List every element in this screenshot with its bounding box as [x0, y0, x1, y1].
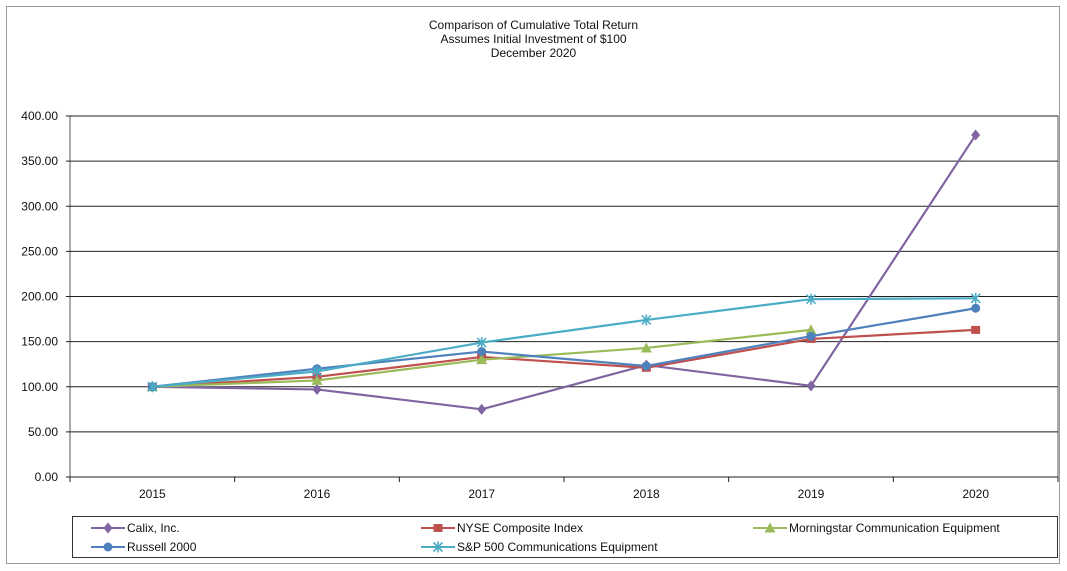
data-point	[147, 381, 158, 393]
legend-label: Calix, Inc.	[127, 521, 180, 535]
series-line	[152, 297, 976, 388]
x-tick-label: 2018	[633, 487, 660, 501]
data-point	[477, 403, 487, 415]
y-tick-label: 100.00	[21, 380, 58, 394]
data-point	[432, 541, 444, 553]
legend-label: S&P 500 Communications Equipment	[457, 540, 658, 554]
series-line	[152, 307, 976, 388]
legend-swatch	[91, 522, 125, 534]
line-chart: 0.00 50.00 100.00 150.00 200.00 250.00 300.00 3…	[21, 109, 1059, 501]
x-tick-label: 2015	[139, 487, 166, 501]
legend-swatch	[421, 541, 455, 553]
legend-swatch	[753, 522, 787, 533]
chart-frame	[6, 6, 1060, 564]
data-point	[805, 293, 817, 305]
y-tick-label: 300.00	[21, 199, 58, 213]
legend-item: Morningstar Communication Equipment	[753, 521, 1000, 535]
data-point	[477, 347, 487, 357]
y-tick-label: 150.00	[21, 335, 58, 349]
y-tick-label: 200.00	[21, 290, 58, 304]
data-point	[971, 325, 981, 334]
series-calix-inc	[147, 129, 981, 415]
y-tick-label: 400.00	[21, 109, 58, 123]
legend-label: Russell 2000	[127, 540, 197, 554]
legend: Calix, Inc. NYSE Composite Index Morningst…	[72, 516, 1058, 558]
data-point	[641, 361, 651, 371]
series-morningstar-communication-equipment	[146, 324, 817, 392]
x-tick-label: 2020	[962, 487, 989, 501]
data-point	[971, 129, 981, 141]
data-point	[640, 342, 652, 353]
data-point	[806, 380, 816, 392]
legend-item: S&P 500 Communications Equipment	[421, 540, 658, 554]
chart-subtitle-line: Assumes Initial Investment of $100	[440, 32, 627, 46]
series-layer	[146, 129, 981, 415]
data-point	[971, 303, 981, 313]
chart-title: Comparison of Cumulative Total Return As…	[0, 18, 1067, 60]
data-point	[641, 314, 652, 326]
y-tick-label: 50.00	[28, 425, 58, 439]
data-point	[311, 374, 323, 385]
series-line	[152, 328, 976, 388]
legend-swatch	[91, 542, 125, 552]
x-tick-label: 2016	[304, 487, 331, 501]
legend-swatch	[421, 524, 455, 532]
legend-item: Calix, Inc.	[91, 521, 180, 535]
data-point	[433, 524, 443, 532]
data-point	[476, 337, 487, 349]
data-point	[476, 354, 488, 365]
chart-title-line: Comparison of Cumulative Total Return	[428, 18, 639, 32]
legend-label: NYSE Composite Index	[457, 521, 584, 535]
grid-layer	[69, 115, 1059, 478]
legend-item: Russell 2000	[91, 540, 196, 554]
data-point	[103, 542, 113, 552]
data-point	[805, 324, 817, 335]
x-tick-label: 2019	[798, 487, 825, 501]
legend-item: NYSE Composite Index	[421, 521, 583, 535]
legend-label: Morningstar Communication Equipment	[789, 521, 1000, 535]
data-point	[806, 331, 816, 341]
axis-layer: 0.00 50.00 100.00 150.00 200.00 250.00 300.00 3…	[21, 109, 1059, 501]
data-point	[311, 365, 323, 377]
series-line	[152, 134, 977, 411]
series-s-p-500-communications-equipment	[147, 292, 981, 393]
chart-date-line: December 2020	[490, 46, 577, 60]
data-point	[970, 292, 981, 304]
y-tick-label: 0.00	[35, 470, 59, 484]
data-point	[312, 383, 322, 395]
data-point	[103, 522, 113, 534]
y-tick-label: 350.00	[21, 154, 58, 168]
x-tick-label: 2017	[468, 487, 495, 501]
y-tick-label: 250.00	[21, 244, 58, 258]
data-point	[764, 522, 776, 533]
